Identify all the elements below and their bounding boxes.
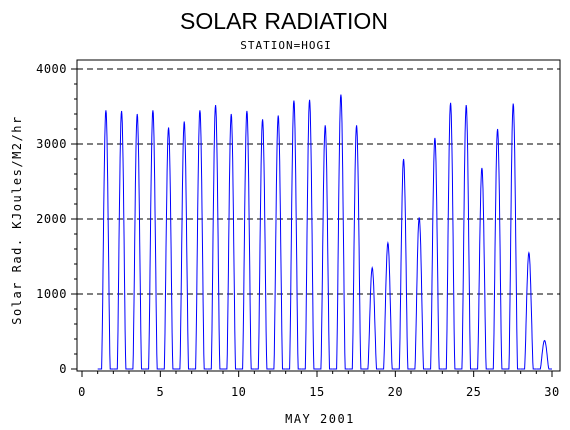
day-curve [473, 167, 490, 370]
day-curve [285, 100, 302, 370]
chart-title: SOLAR RADIATION [180, 8, 388, 34]
y-tick-label: 3000 [36, 137, 67, 151]
day-curve [223, 113, 239, 370]
x-axis: 0 5 10 15 20 25 30 [78, 371, 559, 399]
x-tick-label: 20 [388, 385, 403, 399]
x-tick-label: 10 [231, 385, 246, 399]
day-curve [458, 104, 474, 370]
day-curve [536, 339, 552, 370]
day-curve [348, 125, 364, 370]
y-tick-label: 2000 [36, 212, 67, 226]
x-tick-label: 15 [309, 385, 324, 399]
day-curve [207, 104, 223, 370]
day-curve [160, 127, 176, 370]
day-curve [520, 251, 537, 370]
day-curve [191, 110, 208, 370]
day-curve [97, 110, 114, 370]
day-curve [144, 110, 161, 370]
y-tick-label: 4000 [36, 62, 67, 76]
day-curve [364, 266, 380, 370]
y-tick-label: 0 [59, 362, 67, 376]
x-tick-label: 25 [466, 385, 481, 399]
day-curve [254, 119, 270, 370]
radiation-series [97, 94, 552, 370]
day-curve [379, 241, 396, 370]
day-curve [411, 217, 427, 370]
day-curve [129, 113, 145, 370]
x-tick-label: 30 [544, 385, 559, 399]
day-curve [238, 110, 255, 370]
day-curve [505, 103, 521, 370]
plot-frame [76, 59, 561, 372]
day-curve [270, 115, 286, 370]
y-axis-label: Solar Rad. KJoules/M2/hr [10, 115, 24, 324]
day-curve [395, 158, 411, 370]
day-curve [113, 110, 129, 370]
day-curve [301, 99, 317, 370]
day-curve [442, 102, 458, 370]
x-tick-label: 5 [156, 385, 164, 399]
day-curve [176, 121, 192, 370]
day-curve [332, 94, 349, 370]
x-tick-label: 0 [78, 385, 86, 399]
day-curve [489, 128, 505, 370]
chart-subtitle: STATION=HOGI [240, 39, 331, 52]
y-axis: 0 1000 2000 3000 4000 [36, 62, 77, 376]
grid-lines [77, 68, 560, 295]
day-curve [317, 125, 333, 370]
day-curve [426, 137, 443, 370]
x-axis-label: MAY 2001 [285, 412, 355, 426]
y-tick-label: 1000 [36, 287, 67, 301]
